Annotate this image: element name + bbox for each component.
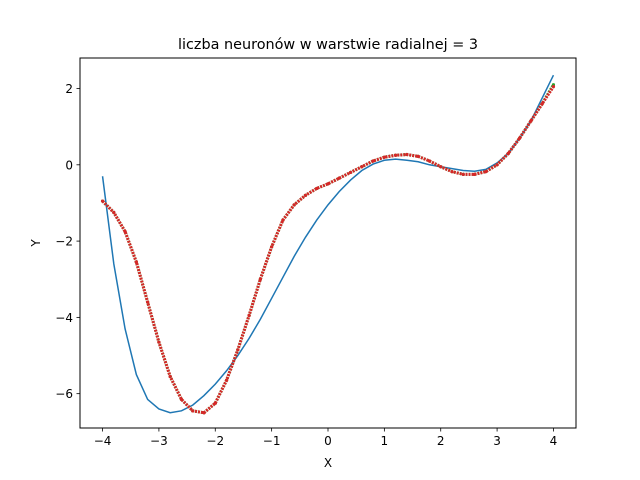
plot-area — [100, 74, 556, 415]
y-tick-label: 2 — [65, 82, 73, 96]
data-point — [461, 172, 465, 176]
data-point — [146, 300, 150, 304]
data-point — [394, 153, 398, 157]
x-tick-label: 2 — [437, 434, 445, 448]
data-point — [134, 260, 138, 264]
data-point — [529, 119, 533, 123]
data-point — [416, 154, 420, 159]
data-point — [540, 102, 544, 106]
data-point — [326, 182, 330, 186]
x-axis-label: X — [324, 456, 332, 470]
x-tick-label: 0 — [324, 434, 332, 448]
data-point — [179, 397, 184, 401]
data-point — [315, 186, 319, 191]
data-point — [439, 165, 443, 169]
data-point — [202, 411, 206, 415]
data-point — [236, 348, 240, 352]
data-point — [360, 165, 364, 169]
chart-title: liczba neuronów w warstwie radialnej = 3 — [178, 37, 478, 53]
data-point — [382, 155, 386, 159]
data-point — [292, 203, 296, 207]
data-point — [112, 210, 116, 215]
data-point — [157, 340, 161, 344]
y-axis-label: Y — [29, 239, 43, 248]
y-tick-label: −6 — [55, 387, 73, 401]
y-tick-label: 0 — [65, 158, 73, 172]
data-point — [100, 199, 105, 203]
data-point — [506, 151, 510, 155]
y-tick-label: −2 — [55, 235, 73, 249]
data-point — [484, 170, 488, 174]
data-point — [303, 193, 308, 197]
x-tick-label: −4 — [94, 434, 112, 448]
data-point — [224, 378, 229, 382]
data-point — [213, 401, 217, 405]
data-point — [168, 374, 172, 379]
data-point — [551, 85, 556, 89]
data-point — [191, 409, 195, 413]
series-dotted-path — [101, 85, 555, 415]
x-tick-label: 3 — [493, 434, 501, 448]
series-0 — [101, 74, 555, 414]
data-point — [348, 170, 353, 175]
y-axis: −6 −4 −2 0 2 — [55, 82, 80, 401]
data-point — [450, 170, 454, 174]
data-point — [427, 159, 432, 163]
data-point — [258, 277, 262, 281]
x-tick-label: 1 — [381, 434, 389, 448]
data-point — [518, 136, 522, 140]
x-tick-label: 4 — [550, 434, 558, 448]
series-2 — [100, 85, 556, 415]
data-point — [337, 176, 341, 180]
data-point — [495, 163, 499, 167]
data-point — [472, 172, 477, 176]
x-tick-label: −2 — [206, 434, 224, 448]
x-tick-label: −3 — [150, 434, 168, 448]
series-line — [101, 74, 555, 414]
data-point — [123, 229, 127, 234]
y-tick-label: −4 — [55, 311, 73, 325]
data-point — [371, 159, 375, 163]
data-point — [405, 152, 409, 157]
x-tick-label: −1 — [263, 434, 281, 448]
x-axis: −4 −3 −2 −1 0 1 2 3 4 — [94, 428, 558, 448]
data-point — [247, 313, 251, 318]
data-point — [270, 245, 274, 249]
data-point — [281, 218, 285, 222]
